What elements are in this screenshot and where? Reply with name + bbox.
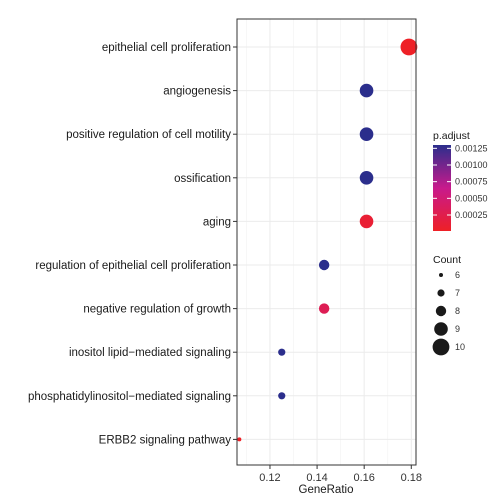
category-label: negative regulation of growth: [83, 304, 231, 316]
size-legend-label: 6: [455, 270, 460, 280]
data-point: [400, 38, 418, 56]
size-legend-dot: [434, 322, 448, 336]
category-labels: epithelial cell proliferation angiogenesi…: [28, 42, 237, 446]
size-legend-dot: [432, 338, 450, 356]
category-label: regulation of epithelial cell proliferat…: [35, 260, 231, 272]
x-tick-label: 0.16: [353, 472, 374, 484]
category-label: ERBB2 signaling pathway: [99, 434, 232, 446]
color-legend: p.adjust 0.00125 0.00100 0.00075 0.00050 0.0…: [433, 130, 488, 231]
data-point: [359, 171, 374, 185]
data-point: [359, 83, 374, 98]
category-label: ossification: [174, 173, 231, 185]
x-axis-ticks: 0.12 0.14 0.16 0.18: [259, 465, 422, 484]
plot-panel: [236, 18, 418, 466]
category-label: phosphatidylinositol−mediated signaling: [28, 391, 231, 403]
x-axis-title: GeneRatio: [299, 484, 354, 496]
category-label: aging: [203, 216, 231, 228]
size-legend-label: 7: [455, 288, 460, 298]
category-label: positive regulation of cell motility: [66, 129, 231, 141]
color-legend-title: p.adjust: [433, 130, 470, 142]
data-points: [237, 38, 418, 442]
x-tick-label: 0.18: [401, 472, 422, 484]
x-tick-label: 0.12: [259, 472, 280, 484]
size-legend-label: 10: [455, 342, 465, 352]
size-legend-dot: [439, 273, 443, 277]
color-legend-label: 0.00025: [455, 210, 488, 220]
data-point: [359, 127, 374, 141]
plot-border: [236, 18, 417, 466]
plot-background: [237, 19, 416, 465]
data-point: [318, 303, 330, 314]
category-label: angiogenesis: [163, 86, 231, 98]
data-point: [237, 437, 242, 442]
data-point: [278, 392, 286, 400]
size-legend-dot: [437, 289, 445, 297]
size-legend: Count 6 7 8 9 10: [432, 254, 465, 356]
data-point: [359, 214, 374, 229]
color-legend-bar: [433, 145, 451, 231]
category-label: inositol lipid−mediated signaling: [69, 347, 231, 359]
data-point: [278, 348, 286, 356]
color-legend-label: 0.00075: [455, 177, 488, 187]
color-legend-label: 0.00050: [455, 193, 488, 203]
x-tick-label: 0.14: [306, 472, 327, 484]
category-label: epithelial cell proliferation: [102, 42, 231, 54]
size-legend-label: 9: [455, 324, 460, 334]
color-legend-label: 0.00100: [455, 160, 488, 170]
color-legend-label: 0.00125: [455, 143, 488, 153]
size-legend-title: Count: [433, 254, 461, 266]
data-point: [318, 259, 330, 271]
size-legend-label: 8: [455, 306, 460, 316]
size-legend-dot: [435, 305, 447, 317]
